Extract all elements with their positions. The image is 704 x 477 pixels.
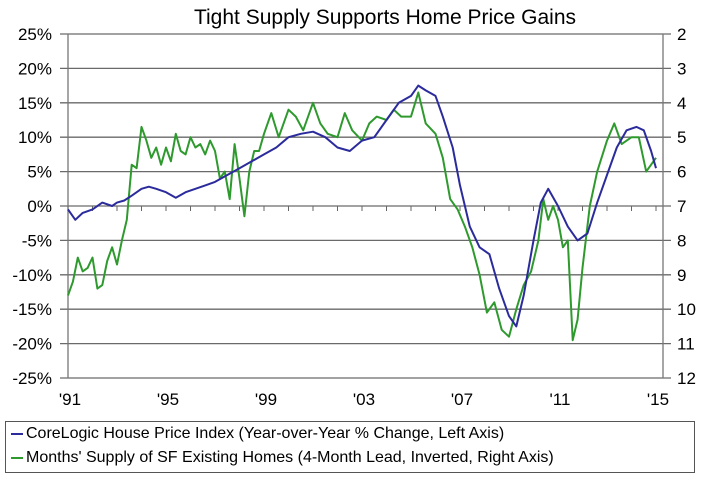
- right-tick-label: 5: [677, 128, 686, 147]
- left-tick-label: 5%: [27, 163, 52, 182]
- left-tick-label: 15%: [18, 94, 52, 113]
- right-tick-label: 11: [677, 335, 695, 354]
- left-tick-label: 0%: [27, 197, 52, 216]
- x-tick-label: '99: [255, 390, 277, 409]
- right-tick-label: 6: [677, 163, 686, 182]
- series-line-supply: [67, 91, 657, 342]
- left-tick-label: -25%: [12, 369, 52, 388]
- right-tick-label: 12: [677, 369, 696, 388]
- legend-item-hpi: CoreLogic House Price Index (Year-over-Y…: [6, 422, 694, 446]
- x-tick-label: '15: [647, 390, 669, 409]
- left-tick-label: -10%: [12, 266, 52, 285]
- left-axis-ticks: 25% 20% 15% 10% 5% 0% -5% -10% -15% -20% -25%: [12, 25, 52, 388]
- right-tick-label: 7: [677, 197, 686, 216]
- right-axis-ticks: 2 3 4 5 6 7 8 9 10 11 12: [677, 25, 696, 388]
- left-tick-label: 20%: [18, 59, 52, 78]
- x-tick-label: '07: [451, 390, 473, 409]
- gridlines: [60, 33, 671, 379]
- x-tick-label: '11: [550, 390, 571, 409]
- chart-title: Tight Supply Supports Home Price Gains: [194, 6, 576, 29]
- right-tick-label: 9: [677, 266, 686, 285]
- right-tick-label: 10: [677, 300, 696, 319]
- right-tick-label: 3: [677, 59, 686, 78]
- left-tick-label: -15%: [12, 300, 52, 319]
- legend-swatch-green: [11, 457, 23, 459]
- line-chart: Tight Supply Supports Home Price Gains 2…: [12, 6, 696, 409]
- legend: CoreLogic House Price Index (Year-over-Y…: [5, 421, 695, 473]
- right-tick-label: 4: [677, 94, 686, 113]
- x-axis-ticks: '91 '95 '99 '03 '07 '11 '15: [59, 390, 669, 409]
- series-line-hpi: [67, 84, 657, 328]
- left-tick-label: -5%: [22, 231, 52, 250]
- right-tick-label: 2: [677, 25, 686, 44]
- left-tick-label: -20%: [12, 335, 52, 354]
- right-tick-label: 8: [677, 231, 686, 250]
- legend-item-supply: Months' Supply of SF Existing Homes (4-M…: [6, 446, 694, 470]
- x-tick-label: '91: [59, 390, 81, 409]
- left-tick-label: 25%: [18, 25, 52, 44]
- legend-label-supply: Months' Supply of SF Existing Homes (4-M…: [26, 449, 554, 466]
- x-tick-label: '03: [353, 390, 375, 409]
- series-lines: [67, 84, 657, 342]
- x-tick-label: '95: [157, 390, 179, 409]
- legend-label-hpi: CoreLogic House Price Index (Year-over-Y…: [26, 425, 505, 442]
- legend-swatch-blue: [11, 433, 23, 435]
- left-tick-label: 10%: [18, 128, 52, 147]
